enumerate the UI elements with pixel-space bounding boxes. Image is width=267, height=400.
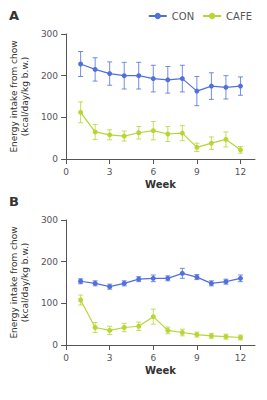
svg-text:A: A	[9, 8, 19, 23]
svg-text:(kcal/day/kg b.w.): (kcal/day/kg b.w.)	[20, 243, 30, 323]
svg-text:6: 6	[150, 167, 156, 177]
svg-text:9: 9	[194, 353, 200, 363]
svg-text:3: 3	[107, 167, 113, 177]
svg-text:0: 0	[52, 154, 58, 164]
svg-text:0: 0	[63, 353, 69, 363]
svg-text:3: 3	[107, 353, 113, 363]
svg-text:12: 12	[235, 353, 246, 363]
svg-text:300: 300	[41, 29, 58, 39]
svg-text:CAFE: CAFE	[226, 11, 252, 22]
svg-text:Week: Week	[145, 365, 176, 376]
svg-text:12: 12	[235, 167, 246, 177]
svg-text:100: 100	[41, 112, 58, 122]
svg-text:6: 6	[150, 353, 156, 363]
svg-text:300: 300	[41, 215, 58, 225]
svg-text:100: 100	[41, 298, 58, 308]
svg-text:B: B	[9, 194, 19, 209]
svg-text:0: 0	[63, 167, 69, 177]
svg-text:200: 200	[41, 257, 58, 267]
svg-text:Energy intake from chow: Energy intake from chow	[9, 40, 19, 152]
svg-text:200: 200	[41, 71, 58, 81]
svg-text:CON: CON	[172, 11, 194, 22]
svg-text:(kcal/day/kg b.w.): (kcal/day/kg b.w.)	[20, 57, 30, 137]
svg-text:Week: Week	[145, 179, 176, 190]
svg-text:Energy intake from chow: Energy intake from chow	[9, 226, 19, 338]
svg-text:0: 0	[52, 340, 58, 350]
svg-text:9: 9	[194, 167, 200, 177]
